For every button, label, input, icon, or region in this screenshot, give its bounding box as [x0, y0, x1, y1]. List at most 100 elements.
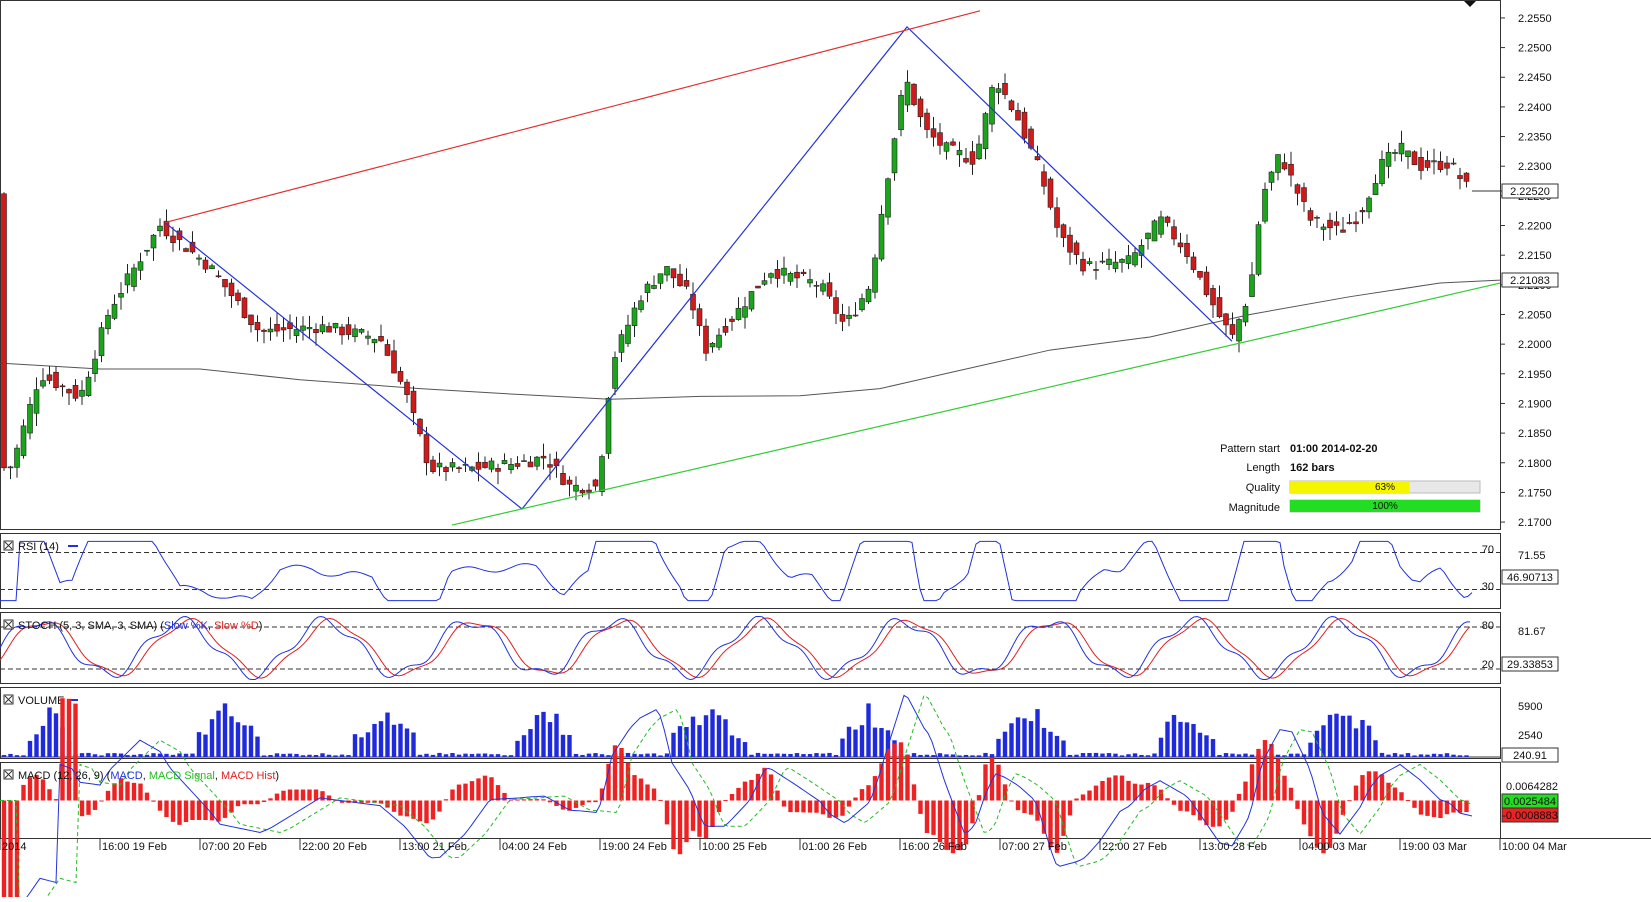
volume-bar: [1126, 754, 1131, 757]
bear-candle: [163, 220, 170, 237]
macd-legend-hist: MACD Hist: [221, 770, 275, 782]
volume-bar: [859, 725, 865, 757]
macd-hist-bar: [671, 800, 676, 850]
bull-candle: [300, 325, 306, 331]
macd-hist-value-box: [1501, 807, 1559, 823]
macd-title: MACD (12, 26, 9) (MACD, MACD Signal, MAC…: [18, 770, 279, 782]
bear-candle: [1294, 184, 1301, 194]
bear-candle: [1047, 178, 1054, 208]
bull-candle: [1242, 306, 1249, 323]
volume-bar: [950, 754, 956, 757]
bear-candle: [1411, 151, 1418, 165]
bull-candle: [118, 293, 124, 298]
volume-bar: [749, 754, 754, 757]
volume-bar: [677, 726, 683, 757]
volume-bar: [196, 732, 202, 757]
volume-bar: [547, 722, 553, 757]
macd-hist-bar: [352, 800, 358, 803]
stoch-legend-close: ): [259, 620, 263, 632]
bear-candle: [833, 297, 839, 314]
moving-average-line: [0, 279, 1501, 400]
bear-candle: [1164, 216, 1171, 223]
scroll-marker-icon[interactable]: [1464, 1, 1476, 7]
bear-candle: [917, 98, 924, 118]
macd-hist-bar: [846, 800, 852, 807]
volume-bar: [1132, 753, 1138, 757]
bear-candle: [423, 434, 430, 464]
macd-hist-bar: [794, 800, 800, 813]
macd-legend-close: ): [275, 770, 279, 782]
volume-bar: [658, 755, 663, 757]
macd-legend-sep1: ,: [143, 770, 149, 782]
bull-candle: [1125, 255, 1132, 264]
macd-hist-bar: [469, 781, 475, 801]
bear-candle: [313, 329, 319, 334]
volume-bar: [853, 729, 858, 757]
bull-candle: [891, 138, 898, 174]
bear-candle: [527, 461, 534, 468]
volume-bar: [1327, 714, 1333, 757]
bear-candle: [326, 326, 332, 333]
volume-bar: [1282, 755, 1287, 757]
volume-bar: [879, 727, 884, 757]
stoch-legend-d: Slow %D: [214, 620, 259, 632]
volume-bar: [359, 737, 364, 757]
bear-candle: [1340, 229, 1346, 233]
bull-candle: [852, 314, 859, 317]
macd-hist-bar: [1223, 800, 1229, 820]
bull-candle: [761, 280, 768, 285]
bull-candle: [534, 456, 540, 467]
bear-candle: [280, 327, 287, 331]
bear-candle: [703, 325, 709, 354]
volume-bar: [170, 754, 176, 757]
bull-candle: [1268, 171, 1275, 183]
macd-hist-bar: [125, 781, 130, 801]
pattern-zigzag-line: [164, 25, 1233, 510]
bull-candle: [85, 376, 92, 396]
bear-candle: [410, 390, 417, 413]
volume-bar: [573, 753, 579, 757]
macd-hist-bar: [489, 777, 494, 801]
bull-candle: [865, 288, 872, 303]
volume-bar: [86, 752, 91, 757]
volume-bar: [34, 734, 39, 757]
x-tick-label: 10:00 25 Feb: [702, 841, 767, 853]
macd-hist-bar: [1269, 743, 1274, 801]
macd-hist-bar: [677, 800, 683, 855]
volume-bar: [794, 753, 800, 757]
bull-candle: [1450, 162, 1457, 165]
bull-candle: [131, 267, 137, 287]
volume-bar: [1379, 752, 1385, 757]
volume-bar: [996, 738, 1001, 757]
x-tick-label: 19:00 24 Feb: [602, 841, 667, 853]
volume-bar: [40, 725, 46, 757]
macd-hist-bar: [359, 800, 364, 803]
length-label: Length: [1246, 462, 1280, 474]
macd-hist-bar: [287, 789, 293, 801]
bear-candle: [1015, 110, 1021, 121]
macd-hist-bar: [437, 800, 442, 812]
bull-candle: [501, 460, 508, 464]
x-tick-label: 07:00 20 Feb: [202, 841, 267, 853]
macd-hist-bar: [690, 800, 696, 831]
bull-candle: [365, 335, 371, 339]
volume-bar: [469, 754, 475, 757]
volume-bar: [385, 712, 390, 757]
macd-hist-bar: [742, 781, 748, 801]
price-y-tick-label: 2.2050: [1518, 309, 1552, 321]
macd-hist-bar: [164, 800, 169, 818]
volume-bar: [313, 754, 319, 757]
volume-bar: [1009, 723, 1014, 757]
bear-candle: [404, 381, 410, 395]
macd-hist-bar: [1347, 800, 1352, 802]
bull-candle: [1398, 142, 1405, 155]
volume-bar: [541, 711, 546, 757]
volume-bar: [482, 753, 488, 757]
rsi-level-30: 30: [1482, 581, 1494, 593]
bull-candle: [1372, 183, 1379, 195]
macd-hist-bar: [255, 800, 260, 805]
volume-bar: [229, 716, 234, 757]
bull-candle: [1366, 197, 1372, 213]
macd-hist-bar: [775, 790, 780, 801]
macd-hist-bar: [814, 800, 819, 813]
